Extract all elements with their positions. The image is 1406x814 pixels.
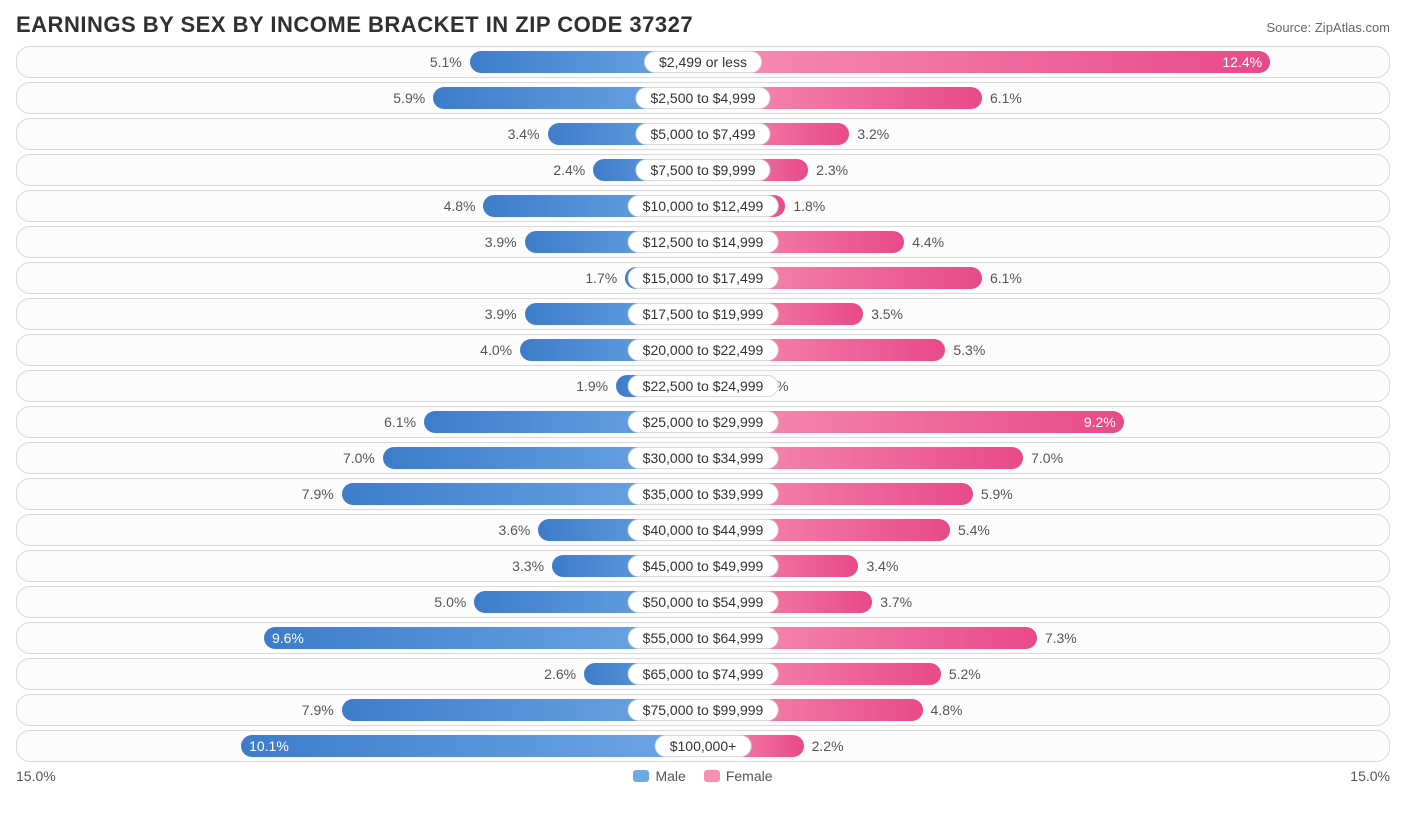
male-value: 1.9% bbox=[576, 375, 616, 397]
bracket-label: $2,500 to $4,999 bbox=[635, 87, 770, 109]
bracket-label: $12,500 to $14,999 bbox=[628, 231, 779, 253]
male-bar: 10.1% bbox=[241, 735, 703, 757]
bracket-label: $75,000 to $99,999 bbox=[628, 699, 779, 721]
female-value: 9.2% bbox=[1084, 411, 1116, 433]
male-value: 5.9% bbox=[393, 87, 433, 109]
chart-row: 10.1% 2.2% $100,000+ bbox=[16, 730, 1390, 762]
bracket-label: $100,000+ bbox=[655, 735, 752, 757]
female-value: 12.4% bbox=[1222, 51, 1262, 73]
bracket-label: $55,000 to $64,999 bbox=[628, 627, 779, 649]
chart-row: 5.9% 6.1% $2,500 to $4,999 bbox=[16, 82, 1390, 114]
chart-row: 7.9% 5.9% $35,000 to $39,999 bbox=[16, 478, 1390, 510]
male-value: 2.4% bbox=[553, 159, 593, 181]
male-value: 4.8% bbox=[444, 195, 484, 217]
male-value: 7.0% bbox=[343, 447, 383, 469]
axis-left-max: 15.0% bbox=[16, 768, 56, 784]
male-value: 5.1% bbox=[430, 51, 470, 73]
chart-row: 3.4% 3.2% $5,000 to $7,499 bbox=[16, 118, 1390, 150]
male-value: 6.1% bbox=[384, 411, 424, 433]
axis-right-max: 15.0% bbox=[1350, 768, 1390, 784]
male-value: 9.6% bbox=[272, 627, 304, 649]
legend-male: Male bbox=[633, 768, 685, 784]
chart-row: 4.0% 5.3% $20,000 to $22,499 bbox=[16, 334, 1390, 366]
chart-row: 9.6% 7.3% $55,000 to $64,999 bbox=[16, 622, 1390, 654]
bracket-label: $17,500 to $19,999 bbox=[628, 303, 779, 325]
female-value: 3.5% bbox=[863, 303, 903, 325]
female-value: 2.2% bbox=[804, 735, 844, 757]
bracket-label: $40,000 to $44,999 bbox=[628, 519, 779, 541]
chart-row: 5.0% 3.7% $50,000 to $54,999 bbox=[16, 586, 1390, 618]
chart-row: 2.6% 5.2% $65,000 to $74,999 bbox=[16, 658, 1390, 690]
chart-row: 7.9% 4.8% $75,000 to $99,999 bbox=[16, 694, 1390, 726]
female-value: 5.9% bbox=[973, 483, 1013, 505]
bracket-label: $45,000 to $49,999 bbox=[628, 555, 779, 577]
legend-male-label: Male bbox=[655, 768, 685, 784]
female-value: 3.2% bbox=[849, 123, 889, 145]
chart-row: 4.8% 1.8% $10,000 to $12,499 bbox=[16, 190, 1390, 222]
female-value: 6.1% bbox=[982, 267, 1022, 289]
bracket-label: $50,000 to $54,999 bbox=[628, 591, 779, 613]
bracket-label: $5,000 to $7,499 bbox=[635, 123, 770, 145]
female-value: 7.3% bbox=[1037, 627, 1077, 649]
male-value: 2.6% bbox=[544, 663, 584, 685]
bracket-label: $65,000 to $74,999 bbox=[628, 663, 779, 685]
female-swatch bbox=[704, 770, 720, 782]
male-value: 10.1% bbox=[249, 735, 289, 757]
chart-row: 1.7% 6.1% $15,000 to $17,499 bbox=[16, 262, 1390, 294]
male-value: 5.0% bbox=[434, 591, 474, 613]
female-value: 6.1% bbox=[982, 87, 1022, 109]
chart-row: 3.9% 3.5% $17,500 to $19,999 bbox=[16, 298, 1390, 330]
male-value: 4.0% bbox=[480, 339, 520, 361]
source-attribution: Source: ZipAtlas.com bbox=[1266, 20, 1390, 35]
male-value: 7.9% bbox=[302, 483, 342, 505]
female-bar: 12.4% bbox=[703, 51, 1270, 73]
legend-female-label: Female bbox=[726, 768, 773, 784]
bracket-label: $25,000 to $29,999 bbox=[628, 411, 779, 433]
female-value: 2.3% bbox=[808, 159, 848, 181]
chart-title: EARNINGS BY SEX BY INCOME BRACKET IN ZIP… bbox=[16, 12, 693, 38]
female-value: 5.2% bbox=[941, 663, 981, 685]
male-value: 3.9% bbox=[485, 303, 525, 325]
female-value: 5.3% bbox=[945, 339, 985, 361]
female-value: 5.4% bbox=[950, 519, 990, 541]
bracket-label: $22,500 to $24,999 bbox=[628, 375, 779, 397]
male-value: 3.6% bbox=[498, 519, 538, 541]
bracket-label: $30,000 to $34,999 bbox=[628, 447, 779, 469]
chart-row: 3.9% 4.4% $12,500 to $14,999 bbox=[16, 226, 1390, 258]
male-value: 7.9% bbox=[302, 699, 342, 721]
female-value: 3.7% bbox=[872, 591, 912, 613]
bracket-label: $35,000 to $39,999 bbox=[628, 483, 779, 505]
chart-row: 3.3% 3.4% $45,000 to $49,999 bbox=[16, 550, 1390, 582]
female-value: 7.0% bbox=[1023, 447, 1063, 469]
male-value: 3.4% bbox=[508, 123, 548, 145]
bracket-label: $20,000 to $22,499 bbox=[628, 339, 779, 361]
bracket-label: $10,000 to $12,499 bbox=[628, 195, 779, 217]
chart-row: 2.4% 2.3% $7,500 to $9,999 bbox=[16, 154, 1390, 186]
chart-row: 3.6% 5.4% $40,000 to $44,999 bbox=[16, 514, 1390, 546]
bracket-label: $7,500 to $9,999 bbox=[635, 159, 770, 181]
female-value: 4.8% bbox=[923, 699, 963, 721]
chart-row: 7.0% 7.0% $30,000 to $34,999 bbox=[16, 442, 1390, 474]
female-value: 3.4% bbox=[858, 555, 898, 577]
male-swatch bbox=[633, 770, 649, 782]
diverging-bar-chart: 5.1% 12.4% $2,499 or less 5.9% 6.1% $2,500 to… bbox=[16, 46, 1390, 762]
bracket-label: $15,000 to $17,499 bbox=[628, 267, 779, 289]
chart-row: 5.1% 12.4% $2,499 or less bbox=[16, 46, 1390, 78]
male-value: 3.3% bbox=[512, 555, 552, 577]
legend: Male Female bbox=[633, 768, 772, 784]
chart-row: 6.1% 9.2% $25,000 to $29,999 bbox=[16, 406, 1390, 438]
male-value: 1.7% bbox=[585, 267, 625, 289]
male-value: 3.9% bbox=[485, 231, 525, 253]
bracket-label: $2,499 or less bbox=[644, 51, 762, 73]
female-value: 1.8% bbox=[785, 195, 825, 217]
legend-female: Female bbox=[704, 768, 773, 784]
chart-row: 1.9%1.0%$22,500 to $24,999 bbox=[16, 370, 1390, 402]
female-value: 4.4% bbox=[904, 231, 944, 253]
